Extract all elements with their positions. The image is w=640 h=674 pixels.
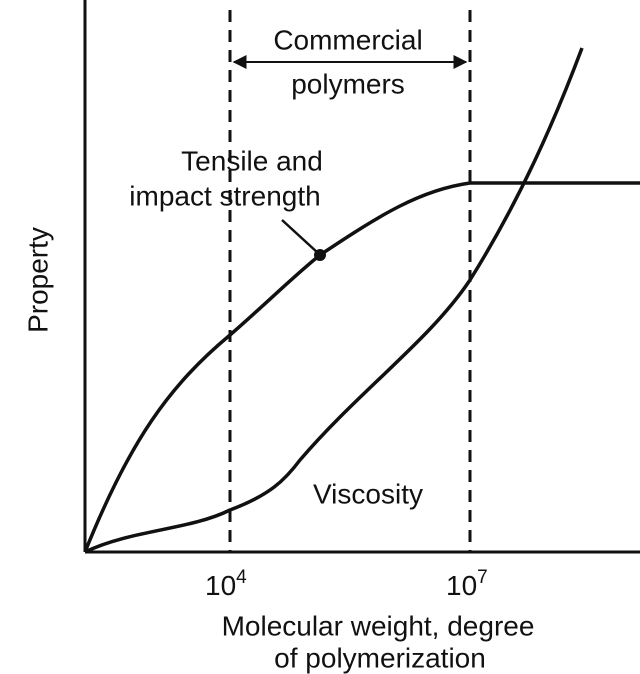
y-axis-label: Property bbox=[22, 227, 53, 333]
viscosity-label: Viscosity bbox=[313, 478, 423, 509]
tensile-label: Tensile and bbox=[181, 145, 323, 176]
tick-base: 10 bbox=[446, 570, 477, 601]
x-axis-label: Molecular weight, degree bbox=[222, 610, 535, 641]
tick-base: 10 bbox=[205, 570, 236, 601]
x-axis-label: of polymerization bbox=[274, 642, 486, 673]
range-label: Commercial bbox=[273, 24, 422, 55]
x-tick-label: 107 bbox=[446, 567, 488, 601]
tensile-curve bbox=[83, 181, 640, 553]
tensile-label: impact strength bbox=[129, 180, 320, 211]
pointer-line bbox=[281, 219, 319, 254]
viscosity-curve bbox=[84, 47, 584, 554]
tick-exponent: 4 bbox=[236, 567, 247, 588]
x-tick-label: 104 bbox=[205, 567, 247, 601]
range-label: polymers bbox=[291, 68, 405, 99]
tick-exponent: 7 bbox=[477, 567, 488, 588]
